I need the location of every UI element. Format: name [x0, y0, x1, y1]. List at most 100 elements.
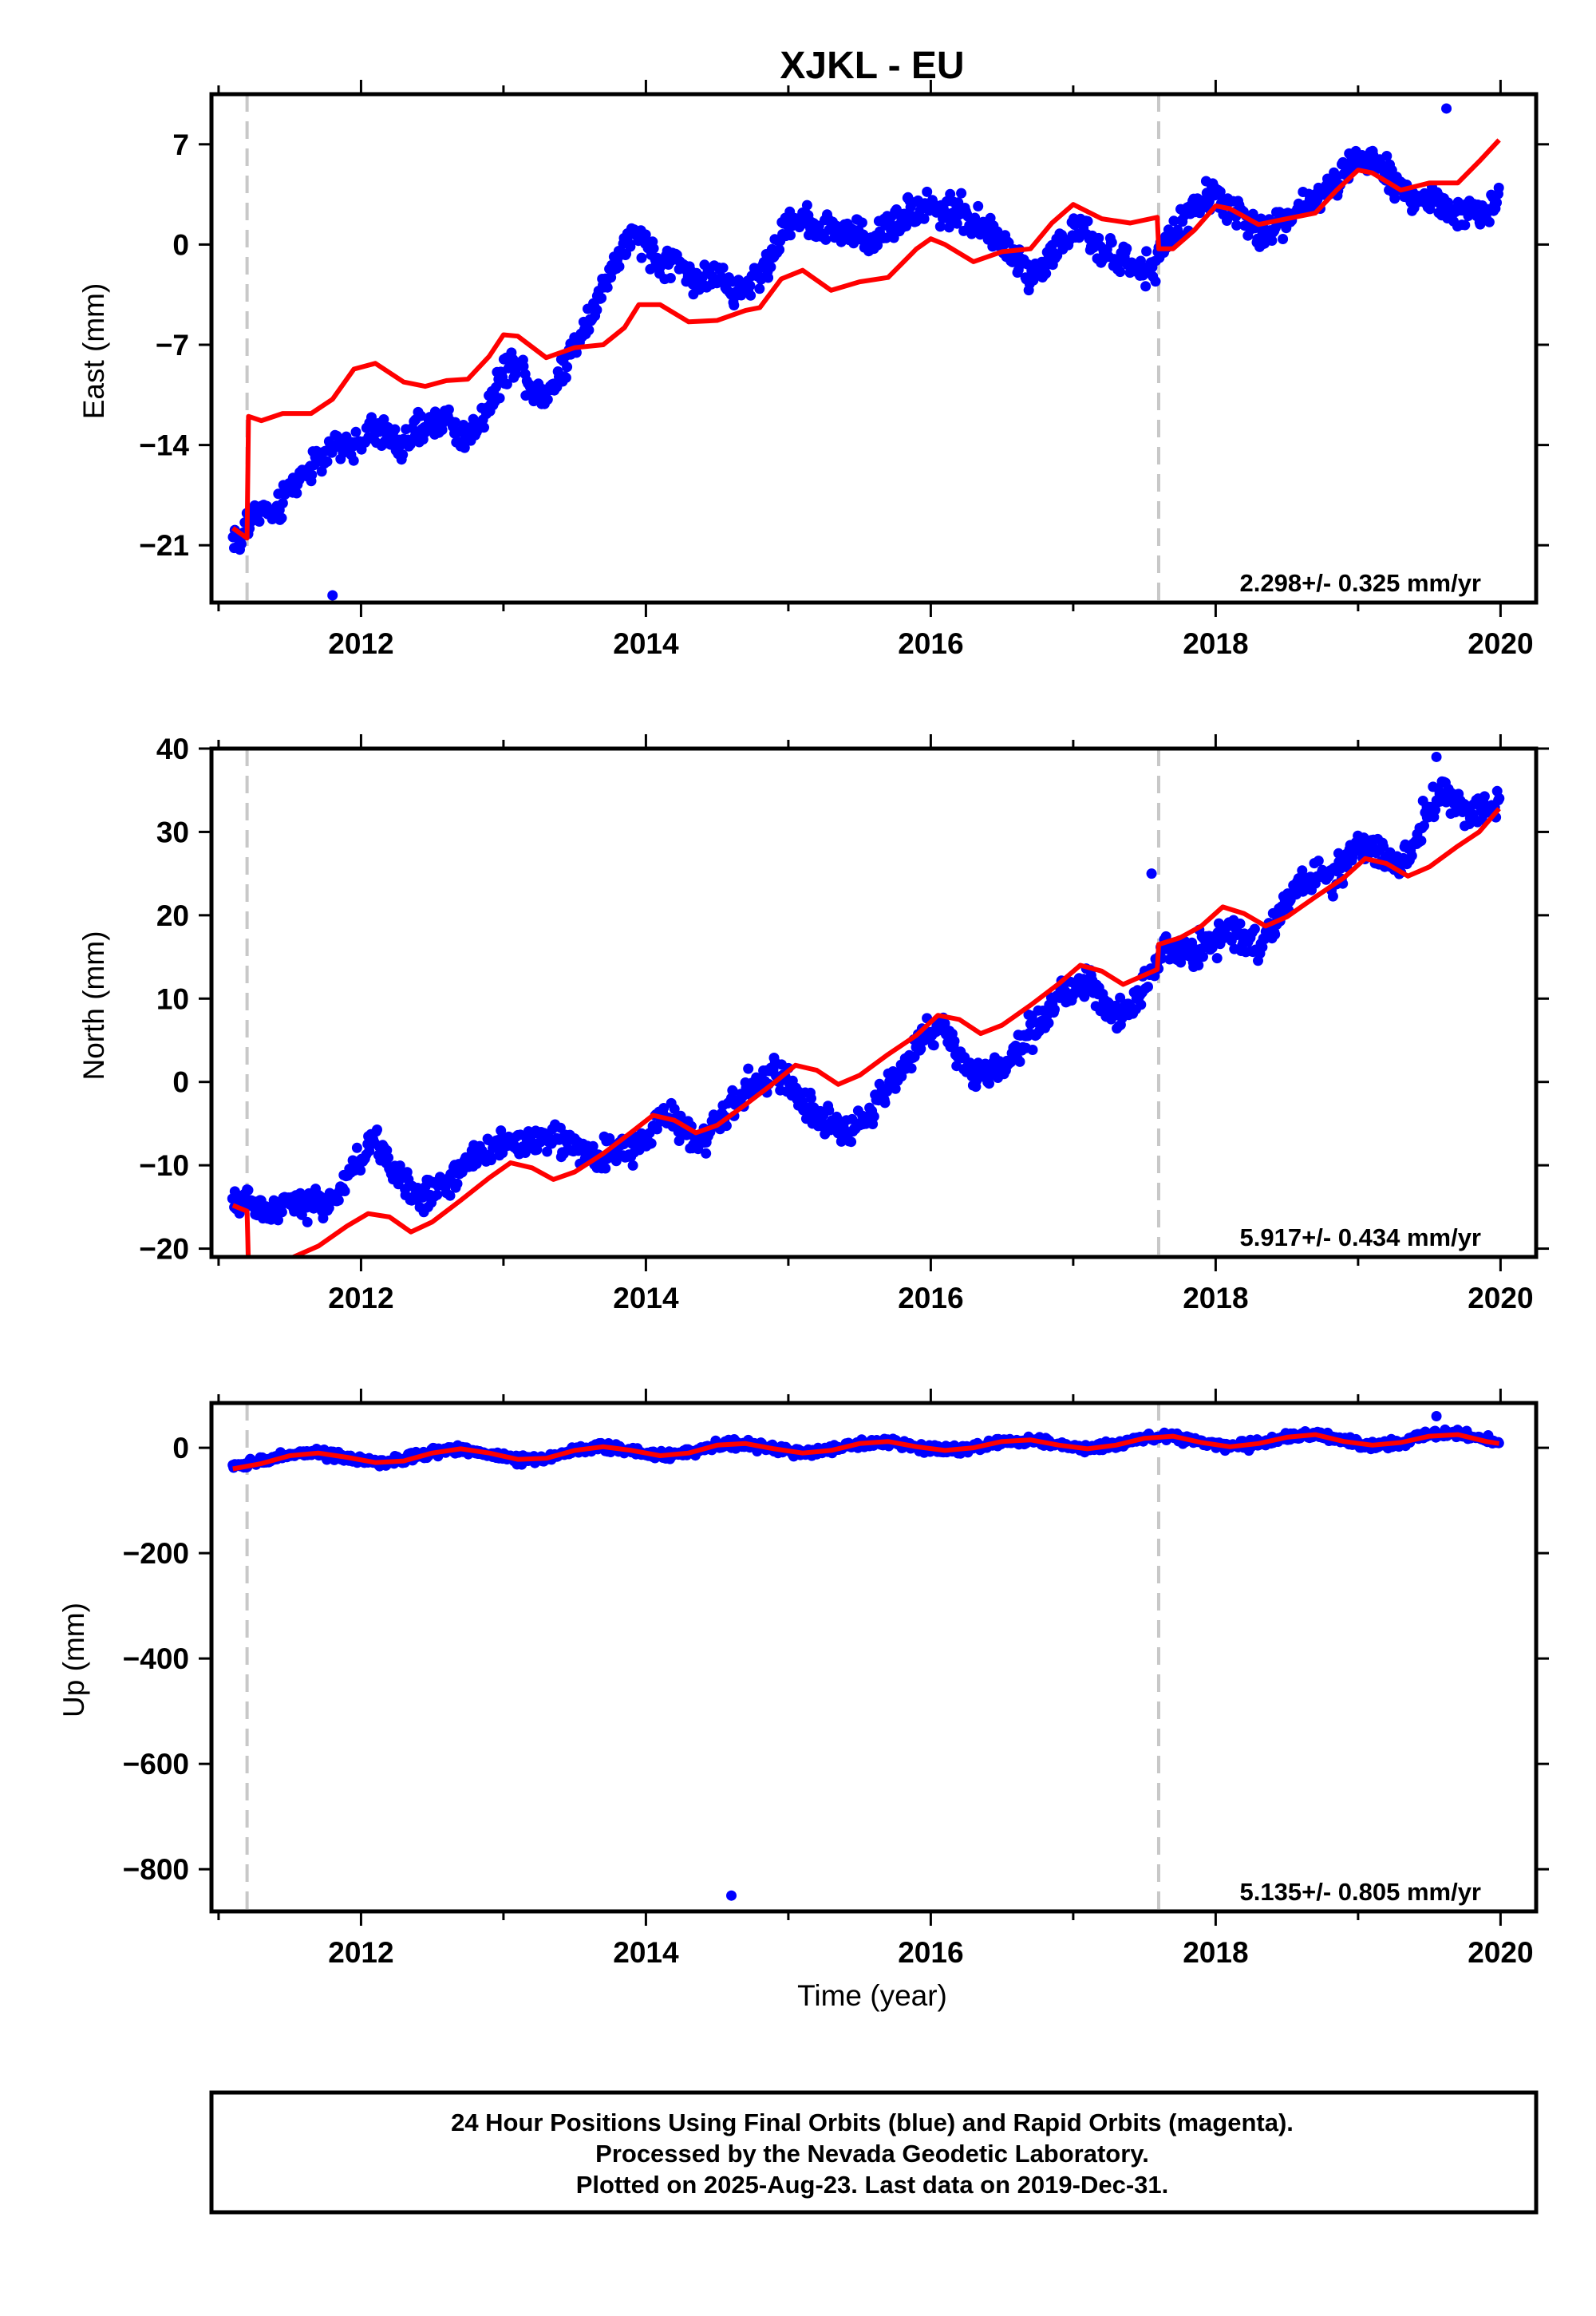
- north-point: [1115, 992, 1126, 1003]
- north-point: [868, 1111, 879, 1122]
- east-point: [801, 200, 812, 211]
- east-point: [1093, 232, 1104, 243]
- east-point: [397, 449, 409, 460]
- up-y-tick-label: −200: [123, 1537, 189, 1570]
- north-point: [1419, 820, 1429, 832]
- north-point: [806, 1093, 816, 1104]
- north-x-tick-label: 2016: [898, 1282, 963, 1314]
- east-point: [922, 186, 933, 197]
- east-y-tick-label: −7: [156, 329, 189, 362]
- east-plot-background: [211, 94, 1536, 603]
- north-point: [1235, 918, 1246, 929]
- east-point: [1121, 243, 1132, 254]
- north-point: [496, 1125, 507, 1136]
- east-y-tick-label: −14: [139, 429, 189, 462]
- east-point: [583, 325, 595, 336]
- north-rate-label: 5.917+/- 0.434 mm/yr: [1240, 1223, 1481, 1251]
- east-point: [491, 381, 501, 393]
- north-panel: 2012 2014 2016 2018 2020 −20 −10 0 10 20 30 40 5.91…: [77, 733, 1549, 1314]
- north-point: [1143, 982, 1153, 992]
- north-point: [890, 1083, 901, 1094]
- north-plot-background: [211, 749, 1536, 1257]
- north-model-line: [231, 807, 1501, 1257]
- north-point: [1327, 891, 1338, 902]
- north-outlier-point-0: [1146, 868, 1157, 879]
- east-x-tick-label: 2016: [898, 627, 963, 660]
- north-point: [432, 1189, 443, 1200]
- north-y-axis-label: North (mm): [77, 931, 110, 1080]
- north-point: [276, 1207, 287, 1218]
- east-model-line: [231, 138, 1501, 541]
- east-plot-frame: [209, 92, 1539, 605]
- north-point: [1378, 841, 1389, 852]
- east-point: [1168, 215, 1179, 227]
- east-ticks: [199, 80, 1549, 617]
- north-point: [1249, 923, 1260, 935]
- north-point: [452, 1178, 463, 1189]
- north-y-tick-label: 30: [156, 816, 189, 848]
- north-point: [1198, 951, 1208, 962]
- north-y-tick-label: 10: [156, 982, 189, 1015]
- north-point: [915, 1043, 926, 1054]
- footer-box: [209, 2090, 1539, 2215]
- east-point: [277, 498, 288, 508]
- east-point: [276, 512, 287, 524]
- footer-line-3: Plotted on 2025-Aug-23. Last data on 201…: [576, 2171, 1169, 2199]
- north-point: [302, 1216, 313, 1227]
- north-point: [1270, 929, 1281, 940]
- east-x-tick-label: 2018: [1183, 627, 1248, 660]
- up-plot-frame: [209, 1401, 1539, 1914]
- x-axis-label: Time (year): [797, 1979, 947, 2012]
- north-point: [651, 1124, 662, 1135]
- east-point: [1106, 237, 1117, 248]
- north-point: [906, 1063, 917, 1074]
- east-point: [306, 469, 318, 480]
- east-point: [774, 244, 785, 255]
- east-daily-points: [227, 145, 1504, 555]
- east-point: [1443, 197, 1454, 208]
- up-y-axis-label: Up (mm): [57, 1603, 90, 1717]
- east-y-tick-label: −21: [139, 529, 189, 562]
- north-point: [1136, 999, 1147, 1010]
- up-y-tick-label: −400: [123, 1642, 189, 1675]
- east-point: [881, 232, 891, 243]
- north-point: [1079, 991, 1090, 1002]
- up-panel: 2012 2014 2016 2018 2020 −800 −600 −400 −200 0 5.…: [57, 1389, 1549, 2012]
- north-point: [727, 1085, 738, 1097]
- up-x-tick-label: 2012: [328, 1936, 393, 1969]
- north-outlier-point-1: [1431, 751, 1442, 762]
- east-point: [596, 293, 607, 303]
- east-point: [348, 455, 359, 466]
- north-point: [1207, 943, 1218, 954]
- east-point: [1389, 193, 1400, 204]
- north-point: [1049, 1004, 1060, 1015]
- north-point: [542, 1146, 553, 1157]
- footer-line-1: 24 Hour Positions Using Final Orbits (bl…: [451, 2109, 1294, 2136]
- east-y-tick-label: 0: [172, 228, 189, 261]
- east-point: [1278, 234, 1289, 244]
- north-point: [296, 1209, 307, 1220]
- east-point: [1136, 255, 1146, 267]
- east-point: [1247, 208, 1258, 219]
- north-point: [939, 1018, 950, 1029]
- up-plot-area: 2012 2014 2016 2018 2020 −800 −600 −400 −200 0: [123, 1389, 1549, 1969]
- north-point: [333, 1195, 344, 1206]
- north-point: [669, 1104, 680, 1115]
- up-outlier-point-1: [1431, 1411, 1442, 1422]
- east-outlier-point-1: [1441, 103, 1452, 114]
- north-point: [318, 1213, 329, 1223]
- north-point: [587, 1140, 598, 1152]
- north-point: [485, 1155, 496, 1166]
- north-point: [949, 1036, 960, 1046]
- east-point: [254, 516, 265, 527]
- north-point: [1479, 791, 1490, 802]
- north-x-tick-label: 2012: [328, 1282, 393, 1314]
- east-point: [614, 261, 625, 272]
- north-point: [372, 1124, 382, 1135]
- north-point: [674, 1136, 685, 1146]
- east-point: [856, 217, 867, 228]
- up-y-tick-label: −800: [123, 1853, 189, 1886]
- chart-title: XJKL - EU: [780, 45, 964, 87]
- north-point: [627, 1160, 638, 1171]
